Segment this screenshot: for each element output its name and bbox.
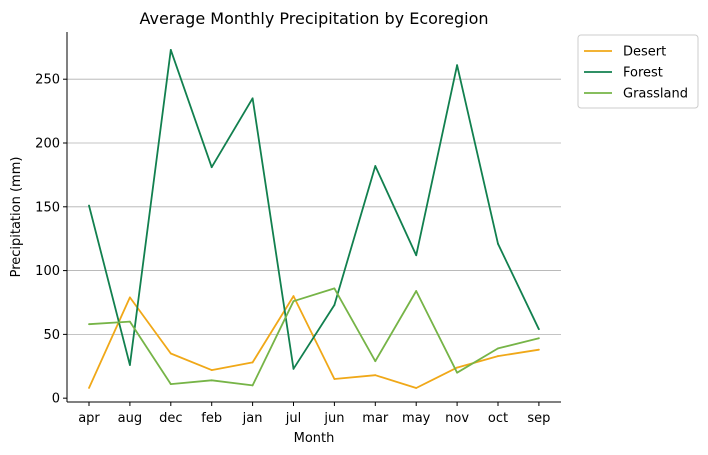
data-point-desert (333, 378, 336, 380)
x-tick-label: sep (527, 411, 550, 426)
series-line-grassland (88, 287, 540, 387)
data-point-grassland (129, 320, 131, 323)
data-point-grassland (169, 383, 172, 386)
data-point-forest (251, 97, 254, 100)
y-ticks: 0 50 100 150 200 250 (35, 73, 67, 407)
data-point-forest (169, 48, 172, 51)
data-point-grassland (292, 300, 295, 303)
y-axis-title: Precipitation (mm) (9, 157, 24, 278)
legend-frame (577, 34, 699, 109)
data-point-desert (251, 361, 254, 364)
data-point-desert (88, 387, 90, 389)
x-tick-label: aug (118, 411, 142, 426)
data-point-forest (333, 304, 336, 306)
series-line-desert (88, 295, 540, 389)
series-line-forest (88, 49, 540, 370)
data-point-forest (497, 242, 499, 245)
data-point-grassland (88, 323, 90, 326)
y-tick-label: 0 (52, 392, 60, 407)
data-point-forest (415, 254, 418, 257)
data-point-desert (497, 355, 499, 357)
data-point-grassland (333, 287, 336, 290)
data-point-grassland (210, 379, 213, 382)
legend: Desert Forest Grassland (577, 34, 699, 109)
y-tick-label: 250 (35, 73, 60, 88)
data-point-desert (292, 295, 295, 298)
y-tick-label: 100 (35, 264, 60, 279)
data-point-desert (129, 296, 131, 299)
x-tick-label: jan (242, 411, 263, 426)
data-point-forest (210, 166, 213, 169)
data-point-desert (456, 366, 458, 369)
data-point-forest (129, 364, 131, 366)
data-point-grassland (497, 347, 499, 350)
x-ticks: apr aug dec feb jan jul jun mar may nov oct sep (78, 402, 550, 426)
data-point-grassland (456, 371, 458, 374)
data-point-desert (374, 374, 377, 377)
y-tick-label: 200 (35, 137, 60, 152)
legend-label-desert: Desert (623, 45, 666, 60)
data-point-desert (538, 348, 540, 351)
axes (66, 32, 561, 403)
x-tick-label: nov (445, 411, 469, 426)
x-tick-label: jul (285, 411, 301, 426)
x-tick-label: oct (488, 411, 508, 426)
data-point-desert (210, 369, 213, 372)
x-tick-label: jun (323, 411, 344, 426)
data-point-forest (374, 165, 377, 167)
y-tick-label: 50 (43, 328, 60, 343)
x-axis-title: Month (294, 431, 335, 446)
data-point-forest (88, 204, 90, 207)
data-point-grassland (538, 337, 540, 340)
grid-lines (67, 78, 561, 335)
legend-label-forest: Forest (623, 66, 663, 81)
x-tick-label: dec (159, 411, 182, 426)
x-tick-label: may (402, 411, 431, 426)
data-point-forest (538, 328, 540, 331)
x-tick-label: apr (78, 411, 100, 426)
data-point-desert (169, 352, 172, 355)
data-point-grassland (251, 384, 254, 387)
data-point-grassland (415, 290, 418, 292)
plot-area (88, 48, 540, 389)
data-point-grassland (374, 360, 377, 363)
y-tick-label: 150 (35, 200, 60, 215)
legend-label-grassland: Grassland (623, 87, 688, 102)
chart-title: Average Monthly Precipitation by Ecoregi… (139, 9, 488, 28)
x-tick-label: mar (362, 411, 389, 426)
data-point-forest (456, 64, 458, 67)
data-point-forest (292, 367, 295, 370)
data-point-desert (415, 387, 418, 389)
x-tick-label: feb (201, 411, 222, 426)
